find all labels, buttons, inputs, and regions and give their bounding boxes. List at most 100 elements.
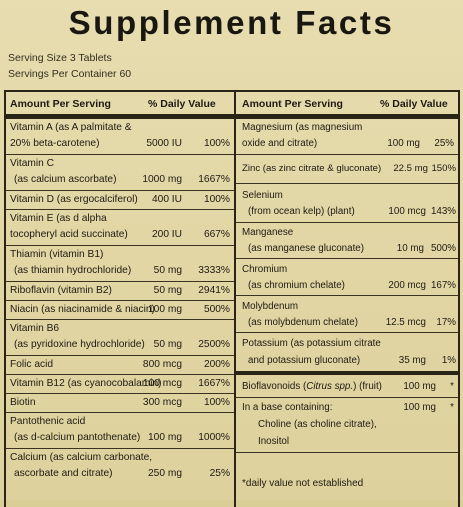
- nutrient-row-niacin: Niacin (as niacinamide & niacin) 100 mg …: [6, 301, 234, 320]
- nutrient-row-folic-acid: Folic acid 800 mcg 200%: [6, 356, 234, 375]
- nutrient-dv: 100%: [203, 397, 230, 408]
- nutrient-name: Selenium: [242, 190, 283, 201]
- nutrient-source: tocopheryl acid succinate): [10, 229, 128, 240]
- nutrient-row-base: In a base containing: Choline (as cholin…: [236, 398, 458, 453]
- servings-per-container: Servings Per Container 60: [8, 68, 132, 80]
- nutrient-source: (as chromium chelate): [248, 280, 345, 291]
- nutrient-name: Folic acid: [10, 359, 54, 370]
- nutrient-dv: *: [450, 402, 454, 413]
- base-choline: Choline (as choline citrate),: [258, 419, 377, 430]
- nutrient-dv: 1000%: [198, 432, 230, 443]
- nutrient-row-vitamin-b12: Vitamin B12 (as cyanocobalamin) 100 mcg …: [6, 375, 234, 394]
- nutrient-amount: 35 mg: [398, 355, 426, 366]
- nutrient-source: oxide and citrate): [242, 138, 318, 149]
- nutrient-dv: 500%: [203, 304, 230, 315]
- nutrient-amount: 800 mcg: [142, 359, 182, 370]
- nutrient-name: Manganese: [242, 227, 294, 238]
- nutrient-source: (as manganese gluconate): [248, 243, 365, 254]
- nutrient-row-manganese: Manganese (as manganese gluconate) 10 mg…: [236, 223, 458, 259]
- nutrient-amount: 12.5 mcg: [385, 317, 426, 328]
- nutrient-source: (from ocean kelp) (plant): [248, 206, 355, 217]
- nutrient-amount: 200 IU: [151, 229, 182, 240]
- nutrient-amount: 100 mcg: [388, 206, 426, 217]
- nutrient-name: Riboflavin (vitamin B2): [10, 285, 112, 296]
- nutrient-row-vitamin-a: Vitamin A (as A palmitate & 20% beta-car…: [6, 119, 234, 155]
- nutrient-name: Niacin (as niacinamide & niacin): [10, 304, 155, 315]
- nutrient-amount: 22.5 mg: [393, 163, 428, 174]
- nutrient-row-magnesium: Magnesium (as magnesium oxide and citrat…: [236, 119, 458, 155]
- base-inositol: Inositol: [258, 436, 290, 447]
- nutrient-amount: 100 mg: [403, 402, 436, 413]
- nutrient-dv: 1667%: [198, 378, 230, 389]
- nutrient-row-biotin: Biotin 300 mcg 100%: [6, 394, 234, 413]
- nutrient-dv: 167%: [430, 280, 456, 291]
- nutrient-dv: 100%: [203, 138, 230, 149]
- nutrient-amount: 100 mcg: [142, 378, 182, 389]
- panel-title: Supplement Facts: [68, 4, 395, 41]
- base-heading: In a base containing:: [242, 402, 333, 413]
- nutrient-dv: 17%: [436, 317, 456, 328]
- nutrient-row-vitamin-e: Vitamin E (as d alpha tocopheryl acid su…: [6, 210, 234, 246]
- nutrient-row-zinc: Zinc (as zinc citrate & gluconate) 22.5 …: [236, 155, 458, 184]
- nutrient-name: Vitamin E (as d alpha: [10, 213, 107, 224]
- nutrient-name: Biotin: [10, 397, 36, 408]
- nutrient-amount: 100 mg: [148, 304, 182, 315]
- nutrient-row-vitamin-b6: Vitamin B6 (as pyridoxine hydrochloride)…: [6, 320, 234, 356]
- nutrient-dv: 3333%: [198, 265, 230, 276]
- nutrient-amount: 100 mg: [387, 138, 420, 149]
- nutrient-dv: 500%: [430, 243, 456, 254]
- nutrient-dv: 150%: [431, 163, 456, 174]
- nutrient-dv: 25%: [209, 468, 230, 479]
- nutrient-source: (as molybdenum chelate): [248, 317, 358, 328]
- nutrient-name: Vitamin B6: [10, 323, 60, 334]
- nutrient-name: Thiamin (vitamin B1): [10, 249, 104, 260]
- nutrient-dv: 667%: [203, 229, 230, 240]
- daily-value-footnote: *daily value not established: [242, 478, 364, 489]
- nutrient-dv: 2941%: [198, 285, 230, 296]
- nutrient-row-selenium: Selenium (from ocean kelp) (plant) 100 m…: [236, 184, 458, 223]
- nutrient-source: (as thiamin hydrochloride): [14, 265, 132, 276]
- nutrient-amount: 10 mg: [396, 243, 424, 254]
- nutrient-name: Calcium (as calcium carbonate,: [10, 452, 153, 463]
- nutrient-name: Potassium (as potassium citrate: [242, 338, 381, 349]
- daily-value-header: % Daily Value: [148, 98, 216, 110]
- nutrient-row-calcium: Calcium (as calcium carbonate, ascorbate…: [6, 449, 234, 485]
- nutrient-dv: *: [450, 381, 454, 392]
- nutrient-source: ascorbate and citrate): [14, 468, 113, 479]
- nutrient-row-chromium: Chromium (as chromium chelate) 200 mcg 1…: [236, 259, 458, 296]
- left-nutrient-column: Amount Per Serving % Daily Value Vitamin…: [4, 90, 236, 507]
- nutrient-dv: 1667%: [198, 174, 230, 185]
- nutrient-amount: 100 mg: [148, 432, 182, 443]
- nutrient-row-potassium: Potassium (as potassium citrate and pota…: [236, 333, 458, 375]
- nutrient-dv: 25%: [434, 138, 454, 149]
- nutrient-name: Chromium: [242, 264, 288, 275]
- nutrient-name: Pantothenic acid: [10, 416, 86, 427]
- nutrient-row-bioflavonoids: Bioflavonoids (Citrus spp.) (fruit) 100 …: [236, 375, 458, 398]
- nutrient-dv: 100%: [203, 194, 230, 205]
- nutrient-name: Vitamin C: [10, 158, 54, 169]
- nutrient-amount: 250 mg: [148, 468, 182, 479]
- nutrient-row-molybdenum: Molybdenum (as molybdenum chelate) 12.5 …: [236, 296, 458, 333]
- nutrient-amount: 50 mg: [153, 265, 182, 276]
- nutrient-name: Vitamin D (as ergocalciferol): [10, 194, 138, 205]
- nutrient-amount: 200 mcg: [388, 280, 426, 291]
- nutrient-row-vitamin-d: Vitamin D (as ergocalciferol) 400 IU 100…: [6, 191, 234, 210]
- left-column-header: Amount Per Serving % Daily Value: [6, 92, 234, 119]
- nutrient-amount: 1000 mg: [142, 174, 182, 185]
- nutrient-amount: 5000 IU: [146, 138, 182, 149]
- nutrient-source: (as d-calcium pantothenate): [14, 432, 141, 443]
- nutrient-amount: 50 mg: [153, 339, 182, 350]
- nutrient-dv: 143%: [430, 206, 456, 217]
- serving-size: Serving Size 3 Tablets: [8, 52, 112, 64]
- nutrient-name: Vitamin B12 (as cyanocobalamin): [10, 378, 162, 389]
- nutrient-amount: 50 mg: [153, 285, 182, 296]
- nutrient-row-vitamin-c: Vitamin C (as calcium ascorbate) 1000 mg…: [6, 155, 234, 191]
- nutrient-amount: 300 mcg: [142, 397, 182, 408]
- nutrient-dv: 1%: [441, 355, 456, 366]
- nutrient-name: Molybdenum: [242, 301, 299, 312]
- right-column-header: Amount Per Serving % Daily Value: [236, 92, 458, 119]
- nutrient-amount: 400 IU: [151, 194, 182, 205]
- nutrient-amount: 100 mg: [403, 381, 436, 392]
- nutrient-source: and potassium gluconate): [248, 355, 361, 366]
